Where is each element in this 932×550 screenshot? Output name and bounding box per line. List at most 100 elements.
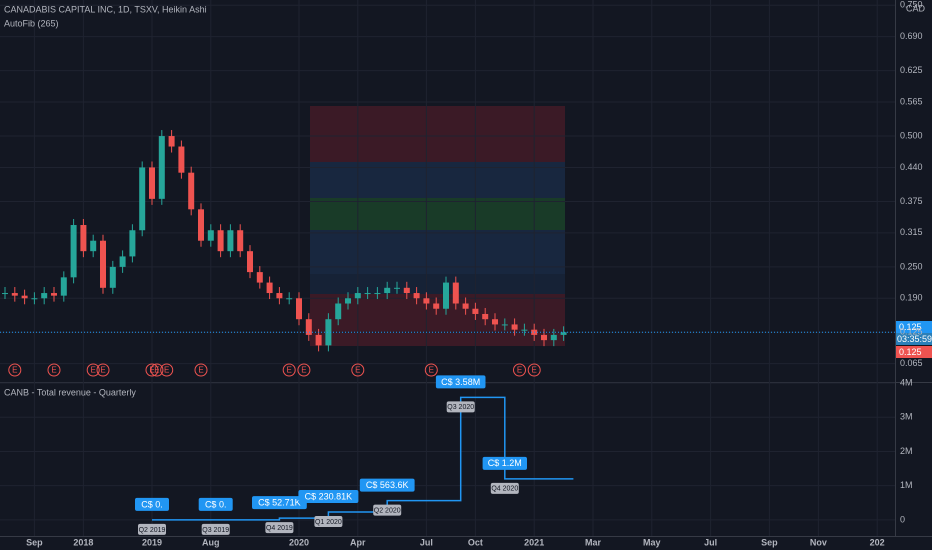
x-tick-label: Nov [810,537,827,547]
candle [21,295,28,299]
y-tick-label: 0.750 [900,0,923,10]
earnings-marker [160,363,174,377]
candle [2,293,8,295]
quarter-label: Q3 2020 [447,404,474,411]
candle [384,287,391,294]
candle [413,293,420,299]
candle [178,146,185,173]
y-tick-label: 0.065 [900,358,923,368]
earnings-marker [351,363,365,377]
candle [472,308,479,314]
earnings-label: E [100,366,105,375]
x-tick-label: 2020 [289,537,309,547]
candle [511,324,518,330]
value-label: C$ 1.2M [488,458,522,468]
x-tick-label: 2019 [142,537,162,547]
x-tick-label: Mar [585,537,602,547]
candle [158,136,165,199]
candle [433,303,440,309]
candle [60,277,67,296]
candle [501,324,508,326]
y-tick-label: 3M [900,412,913,422]
x-tick-label: Jul [420,537,433,547]
value-label: C$ 0. [205,499,227,509]
value-label: C$ 563.6K [366,480,409,490]
value-label: C$ 52.71K [258,497,301,507]
x-tick-label: Oct [468,537,483,547]
candle [541,334,547,341]
indicator-label: AutoFib (265) [4,18,59,28]
candle [462,303,469,309]
x-tick-label: Apr [350,537,366,547]
candle [492,319,498,325]
quarter-label-box [490,482,519,494]
candle [345,298,351,304]
candle [443,282,449,309]
y-tick-label: 0.625 [900,65,923,75]
earnings-label: E [51,366,56,375]
earnings-label: E [164,366,169,375]
candle [188,172,195,210]
earnings-marker [282,363,296,377]
prev-price-tag [896,346,932,358]
candle [305,319,312,335]
x-tick-label: 202 [870,537,885,547]
candle [139,167,146,231]
y-tick-label: 0.190 [900,293,923,303]
x-tick-label: 2021 [524,537,544,547]
earnings-label: E [355,366,360,375]
quarter-label-box [265,522,294,534]
pane-title: CANB - Total revenue - Quarterly [4,387,136,397]
earnings-label: E [12,366,17,375]
candle [560,332,567,335]
prev-price: 0.125 [899,347,922,357]
x-tick-label: May [643,537,661,547]
quarter-label: Q4 2019 [266,525,293,532]
candle [423,298,430,304]
y-tick-label: 1M [900,480,913,490]
earnings-label: E [429,366,434,375]
last-price-tag [896,321,932,333]
earnings-marker [150,363,164,377]
earnings-marker [513,363,526,377]
y-tick-label: 0.565 [900,96,923,106]
y-tick-label: 0.440 [900,162,923,172]
candle [70,225,77,278]
last-price: 0.125 [899,322,922,332]
value-label-box [359,478,415,492]
earnings-marker [194,363,208,377]
y-tick-label: 0.125 [900,327,923,337]
candle [227,230,234,252]
earnings-label: E [149,366,154,375]
candle [266,282,273,294]
y-tick-label: 0.690 [900,31,923,41]
candle [80,225,87,252]
candle [354,293,361,299]
quarter-label-box [138,523,166,535]
earnings-label: E [517,366,522,375]
x-tick-label: Sep [26,537,43,547]
earnings-marker [424,363,438,377]
candle [217,230,224,252]
candle [100,240,106,288]
candle [149,167,155,199]
earnings-label: E [91,366,96,375]
candle [403,287,410,294]
candle [521,329,528,331]
candle [90,240,97,252]
x-tick-label: Jul [704,537,717,547]
earnings-label: E [154,366,159,375]
autofib-zones [310,106,565,346]
candle [237,230,244,252]
value-label-box [252,496,307,510]
earnings-label: E [532,366,537,375]
currency: CAD [906,3,926,13]
candle [256,272,263,283]
candle [207,230,214,241]
value-label-box [298,490,359,504]
value-label-box [198,497,233,511]
quarter-label: Q2 2020 [374,507,401,514]
value-label-box [135,497,169,511]
